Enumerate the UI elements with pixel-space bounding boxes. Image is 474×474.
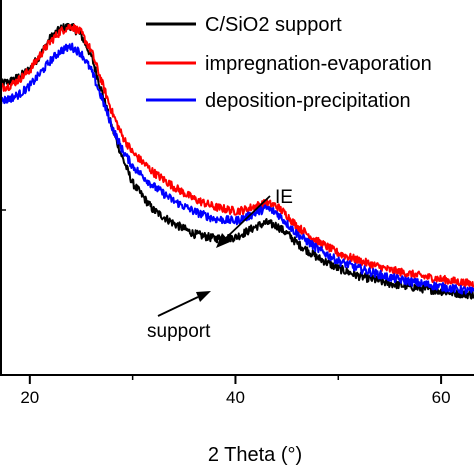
x-tick-layer: 20 40 60 xyxy=(1,209,451,407)
series-line-3 xyxy=(0,42,474,295)
x-axis-title: 2 Theta (°) xyxy=(208,444,302,466)
series-layer xyxy=(0,22,474,300)
x-tick-label-40: 40 xyxy=(226,388,245,407)
annotation-ie: IE xyxy=(275,187,293,208)
support-arrow xyxy=(157,291,211,317)
annotation-support: support xyxy=(147,321,211,342)
legend-label-ie: impregnation-evaporation xyxy=(205,53,432,75)
legend-label-dp: deposition-precipitation xyxy=(205,90,411,112)
legend-label-support: C/SiO2 support xyxy=(205,14,342,36)
legend: C/SiO2 support impregnation-evaporation … xyxy=(146,14,432,112)
x-tick-label-60: 60 xyxy=(432,388,451,407)
x-tick-label-20: 20 xyxy=(20,388,39,407)
ie-arrow xyxy=(216,195,271,248)
